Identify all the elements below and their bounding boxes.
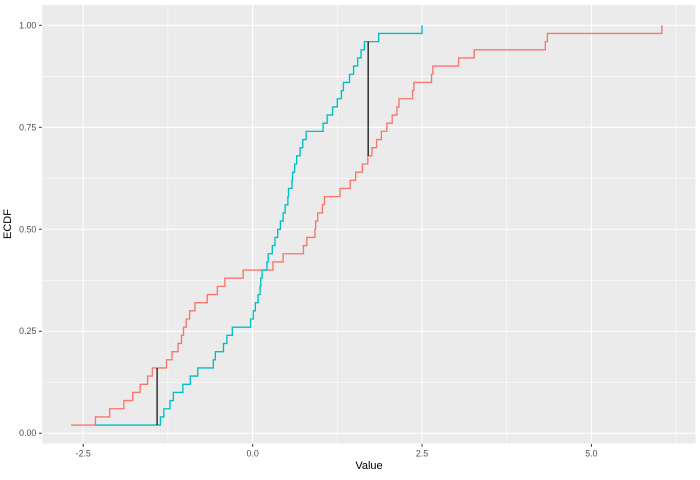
y-tick-label: 0.00 [19,428,36,438]
y-tick-label: 0.75 [19,122,36,132]
ecdf-line-sample-2 [95,25,423,426]
major-gridlines [42,5,696,444]
y-tick-label: 1.00 [19,20,36,30]
ecdf-step-lines [71,25,663,426]
x-axis-title: Value [355,460,382,472]
x-tick-label: 0.0 [247,449,259,459]
y-axis-title: ECDF [2,209,14,239]
ks-distance-segments [156,41,369,426]
x-tick-label: -2.5 [76,449,91,459]
panel-background [42,5,696,444]
axis-tick-labels: -2.5 0.0 2.5 5.0 0.00 0.25 0.50 0.75 1.00 [19,20,597,458]
axis-tick-marks [39,24,592,447]
y-tick-label: 0.25 [19,326,36,336]
minor-gridlines [42,5,696,444]
x-tick-label: 5.0 [585,449,597,459]
plot-panel [42,5,696,444]
x-tick-label: 2.5 [416,449,428,459]
ecdf-line-sample-1 [71,25,663,426]
y-tick-label: 0.50 [19,224,36,234]
